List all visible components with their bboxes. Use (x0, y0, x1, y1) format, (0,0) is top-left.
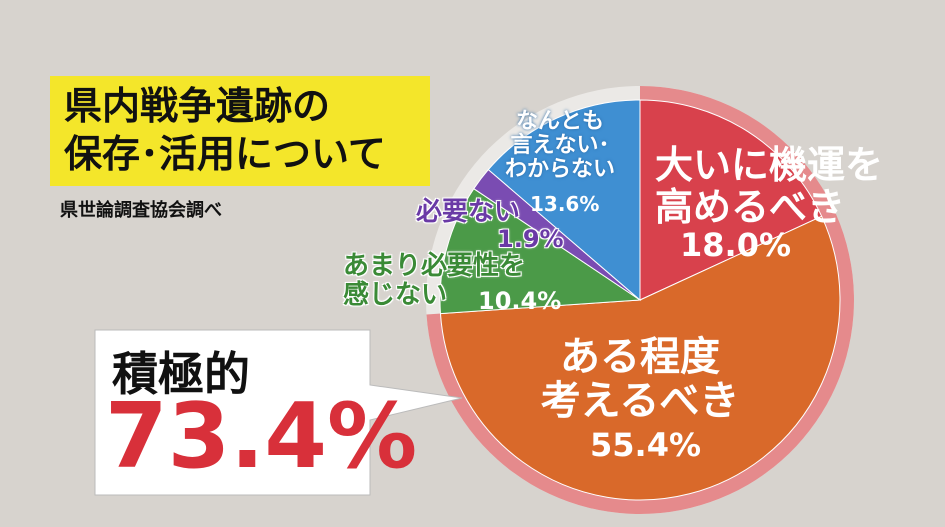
value-label: 55.4% (590, 426, 702, 464)
callout-box (94, 329, 463, 496)
value-label: 1.9% (497, 225, 564, 253)
value-label: 10.4% (478, 287, 562, 315)
value-label: 13.6% (530, 192, 600, 216)
slice-label: あまり必要性を 感じない (343, 251, 526, 310)
slice-label: なんとも 言えない･ わからない (504, 109, 615, 183)
source: 県世論調査協会調べ (60, 200, 222, 221)
callout-label: 積極的 (112, 347, 250, 401)
pie-slice (439, 188, 642, 315)
value-label: 18.0% (680, 226, 792, 264)
slice-label: 必要ない (416, 197, 521, 227)
pie-slice (487, 99, 641, 302)
title: 県内戦争遺跡の 保存･活用について (50, 76, 430, 186)
pie-slice (439, 215, 841, 501)
pie-slice (639, 99, 823, 301)
slice-label: ある程度 考えるべき (540, 334, 740, 424)
callout-value: 73.4% (105, 384, 418, 489)
slice-label: 大いに機運を 高めるべき (655, 143, 884, 229)
